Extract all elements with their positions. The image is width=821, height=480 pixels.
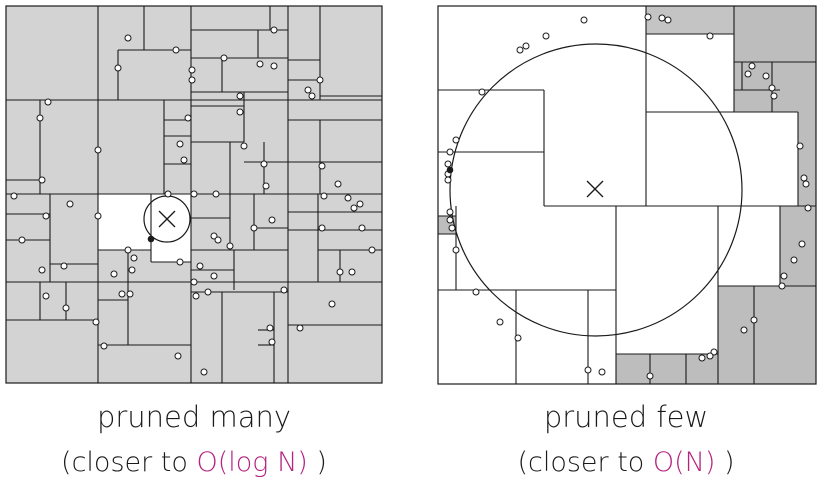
kd-tree-pruned-few bbox=[436, 0, 818, 386]
caption-suffix: ) bbox=[308, 447, 327, 478]
caption-pruned-many: pruned many (closer to O(log N) ) bbox=[4, 400, 384, 480]
caption-prefix: (closer to bbox=[517, 447, 652, 478]
caption-prefix: (closer to bbox=[61, 447, 196, 478]
nearest-neighbor-dot-icon bbox=[447, 167, 454, 174]
caption-title: pruned many bbox=[4, 400, 384, 434]
nearest-neighbor-dot-icon bbox=[148, 236, 155, 243]
caption-title: pruned few bbox=[436, 400, 816, 434]
complexity-label: O(log N) bbox=[197, 447, 308, 478]
kd-tree-pruned-many bbox=[4, 0, 384, 386]
caption-suffix: ) bbox=[715, 447, 734, 478]
caption-complexity-line: (closer to O(log N) ) bbox=[4, 446, 384, 480]
query-cross-icon bbox=[587, 181, 603, 197]
caption-complexity-line: (closer to O(N) ) bbox=[436, 446, 816, 480]
complexity-label: O(N) bbox=[653, 447, 716, 478]
caption-pruned-few: pruned few (closer to O(N) ) bbox=[436, 400, 816, 480]
pruned-cells bbox=[438, 6, 816, 384]
